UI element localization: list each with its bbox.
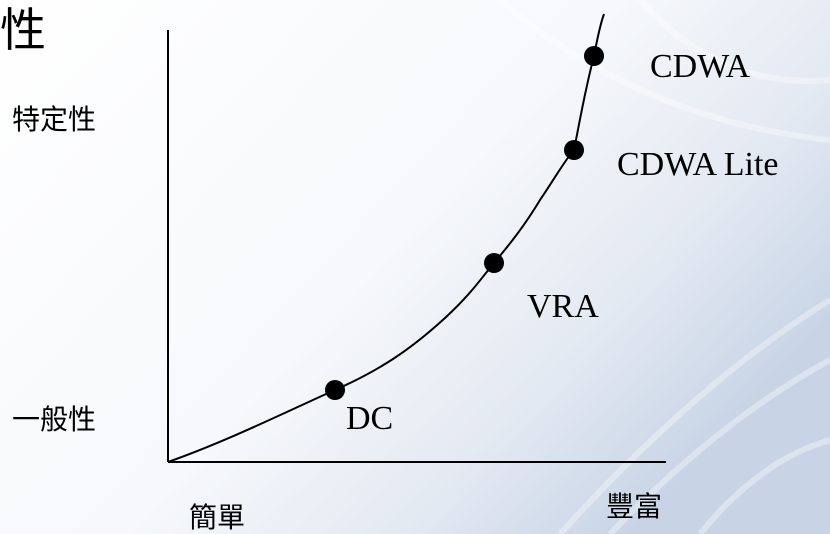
point-cdwa-lite-label: CDWA Lite xyxy=(617,146,779,183)
point-dc-marker xyxy=(325,380,345,400)
point-dc-label: DC xyxy=(346,400,394,437)
point-cdwa-marker xyxy=(584,46,604,66)
point-vra-label: VRA xyxy=(527,288,599,325)
point-vra-marker xyxy=(484,253,504,273)
title-fragment: 性 xyxy=(0,3,46,57)
point-cdwa-lite-marker xyxy=(564,140,584,160)
y-axis-bottom-label: 一般性 xyxy=(12,403,97,436)
y-axis-top-label: 特定性 xyxy=(12,103,97,136)
x-axis-left-label: 簡單 xyxy=(189,501,246,534)
growth-curve xyxy=(167,13,605,463)
point-cdwa-label: CDWA xyxy=(650,48,751,85)
x-axis-right-label: 豐富 xyxy=(606,490,663,523)
